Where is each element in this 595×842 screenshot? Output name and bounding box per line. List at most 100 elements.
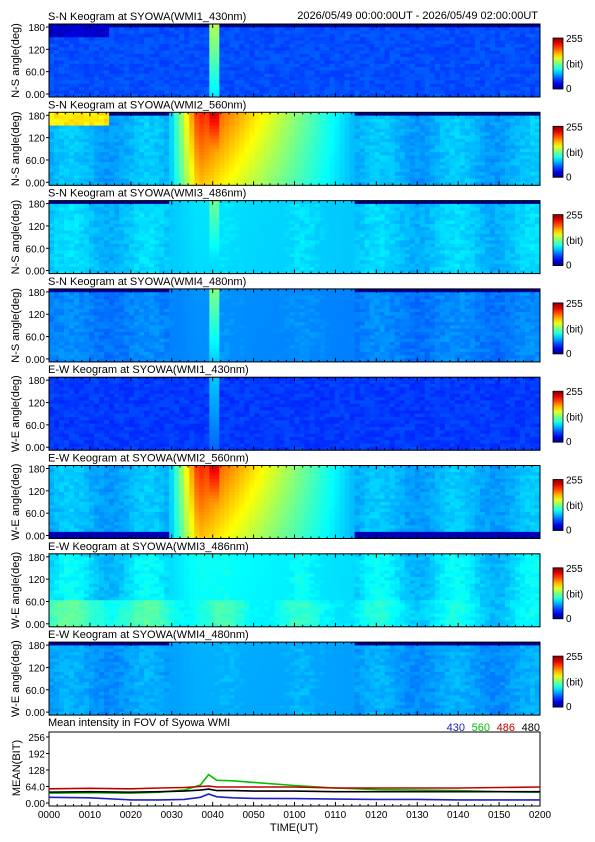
keogram-cell <box>134 54 139 58</box>
keogram-cell <box>254 149 259 153</box>
keogram-cell <box>269 44 274 48</box>
keogram-cell <box>244 77 249 81</box>
keogram-cell <box>425 54 430 58</box>
keogram-cell <box>470 152 475 156</box>
keogram-cell <box>470 145 475 149</box>
keogram-cell <box>375 179 380 183</box>
keogram-cell <box>470 80 475 84</box>
keogram-cell <box>510 31 515 35</box>
keogram-cell <box>350 139 355 143</box>
keogram-cell <box>525 67 530 71</box>
keogram-cell <box>465 87 470 91</box>
keogram-cell <box>410 136 415 140</box>
keogram-cell <box>59 74 64 78</box>
keogram-cell <box>279 116 284 120</box>
keogram-cell <box>495 175 500 179</box>
keogram-cell <box>179 142 184 146</box>
keogram-cell <box>435 34 440 38</box>
keogram-cell <box>134 116 139 120</box>
keogram-cell <box>400 152 405 156</box>
keogram-cell <box>189 116 194 120</box>
keogram-cell <box>385 74 390 78</box>
keogram-cell <box>390 159 395 163</box>
keogram-cell <box>94 136 99 140</box>
keogram-cell <box>330 142 335 146</box>
keogram-cell <box>500 139 505 143</box>
keogram-cell <box>139 122 144 126</box>
keogram-cell <box>510 112 515 116</box>
keogram-cell <box>279 54 284 58</box>
keogram-cell <box>435 27 440 31</box>
keogram-cell <box>340 90 345 94</box>
keogram-cell <box>279 169 284 173</box>
keogram-cell <box>400 77 405 81</box>
keogram-cell <box>480 34 485 38</box>
keogram-cell <box>164 145 169 149</box>
keogram-cell <box>375 80 380 84</box>
keogram-cell <box>284 162 289 166</box>
keogram-cell <box>410 152 415 156</box>
keogram-cell <box>89 61 94 65</box>
keogram-cell <box>234 87 239 91</box>
keogram-cell <box>300 34 305 38</box>
keogram-cell <box>89 260 94 264</box>
keogram-cell <box>300 139 305 143</box>
keogram-cell <box>475 136 480 140</box>
keogram-cell <box>370 119 375 123</box>
keogram-cell <box>134 27 139 31</box>
keogram-cell <box>445 51 450 55</box>
keogram-cell <box>154 87 159 91</box>
keogram-cell <box>365 80 370 84</box>
keogram-cell <box>174 132 179 136</box>
keogram-cell <box>305 87 310 91</box>
keogram-cell <box>330 70 335 74</box>
keogram-cell <box>395 159 400 163</box>
keogram-cell <box>420 126 425 130</box>
keogram-cell <box>475 87 480 91</box>
colorbar-min-label: 0 <box>566 84 572 95</box>
keogram-cell <box>274 172 279 176</box>
keogram-cell <box>179 61 184 65</box>
keogram-cell <box>395 129 400 133</box>
keogram-cell <box>370 87 375 91</box>
keogram-cell <box>59 70 64 74</box>
keogram-cell <box>340 112 345 116</box>
keogram-cell <box>460 54 465 58</box>
keogram-cell <box>219 162 224 166</box>
keogram-cell <box>49 57 54 61</box>
keogram-cell <box>244 34 249 38</box>
keogram-cell <box>500 44 505 48</box>
keogram-cell <box>365 74 370 78</box>
keogram-cell <box>189 172 194 176</box>
keogram-cell <box>49 165 54 169</box>
keogram-cell <box>289 74 294 78</box>
keogram-cell <box>134 44 139 48</box>
keogram-cell <box>525 80 530 84</box>
keogram-cell <box>455 139 460 143</box>
keogram-cell <box>94 27 99 31</box>
keogram-cell <box>74 51 79 55</box>
keogram-cell <box>385 57 390 61</box>
keogram-cell <box>79 155 84 159</box>
keogram-cell <box>129 254 134 258</box>
keogram-cell <box>530 64 535 68</box>
keogram-cell <box>209 175 214 179</box>
keogram-cell <box>89 84 94 88</box>
keogram-cell <box>390 74 395 78</box>
keogram-cell <box>124 119 129 123</box>
keogram-cell <box>510 126 515 130</box>
keogram-cell <box>530 31 535 35</box>
keogram-cell <box>370 149 375 153</box>
keogram-cell <box>229 90 234 94</box>
keogram-cell <box>490 159 495 163</box>
keogram-cell <box>154 44 159 48</box>
keogram-cell <box>370 165 375 169</box>
keogram-cell <box>505 51 510 55</box>
keogram-cell <box>209 31 214 35</box>
keogram-cell <box>380 44 385 48</box>
keogram-cell <box>89 165 94 169</box>
keogram-cell <box>365 27 370 31</box>
keogram-cell <box>89 247 94 251</box>
keogram-cell <box>59 142 64 146</box>
keogram-cell <box>490 27 495 31</box>
